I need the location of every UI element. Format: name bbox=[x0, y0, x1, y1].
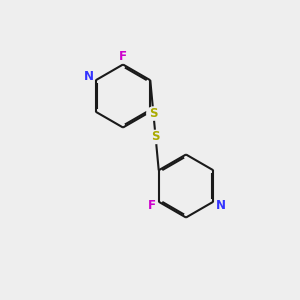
Circle shape bbox=[82, 70, 95, 83]
Circle shape bbox=[149, 130, 162, 144]
Text: F: F bbox=[147, 200, 155, 212]
Circle shape bbox=[147, 107, 160, 120]
Text: S: S bbox=[149, 107, 158, 120]
Circle shape bbox=[116, 50, 130, 63]
Circle shape bbox=[145, 200, 158, 212]
Circle shape bbox=[214, 200, 227, 212]
Text: S: S bbox=[151, 130, 160, 143]
Text: F: F bbox=[119, 50, 127, 63]
Text: N: N bbox=[83, 70, 93, 83]
Text: N: N bbox=[216, 200, 226, 212]
